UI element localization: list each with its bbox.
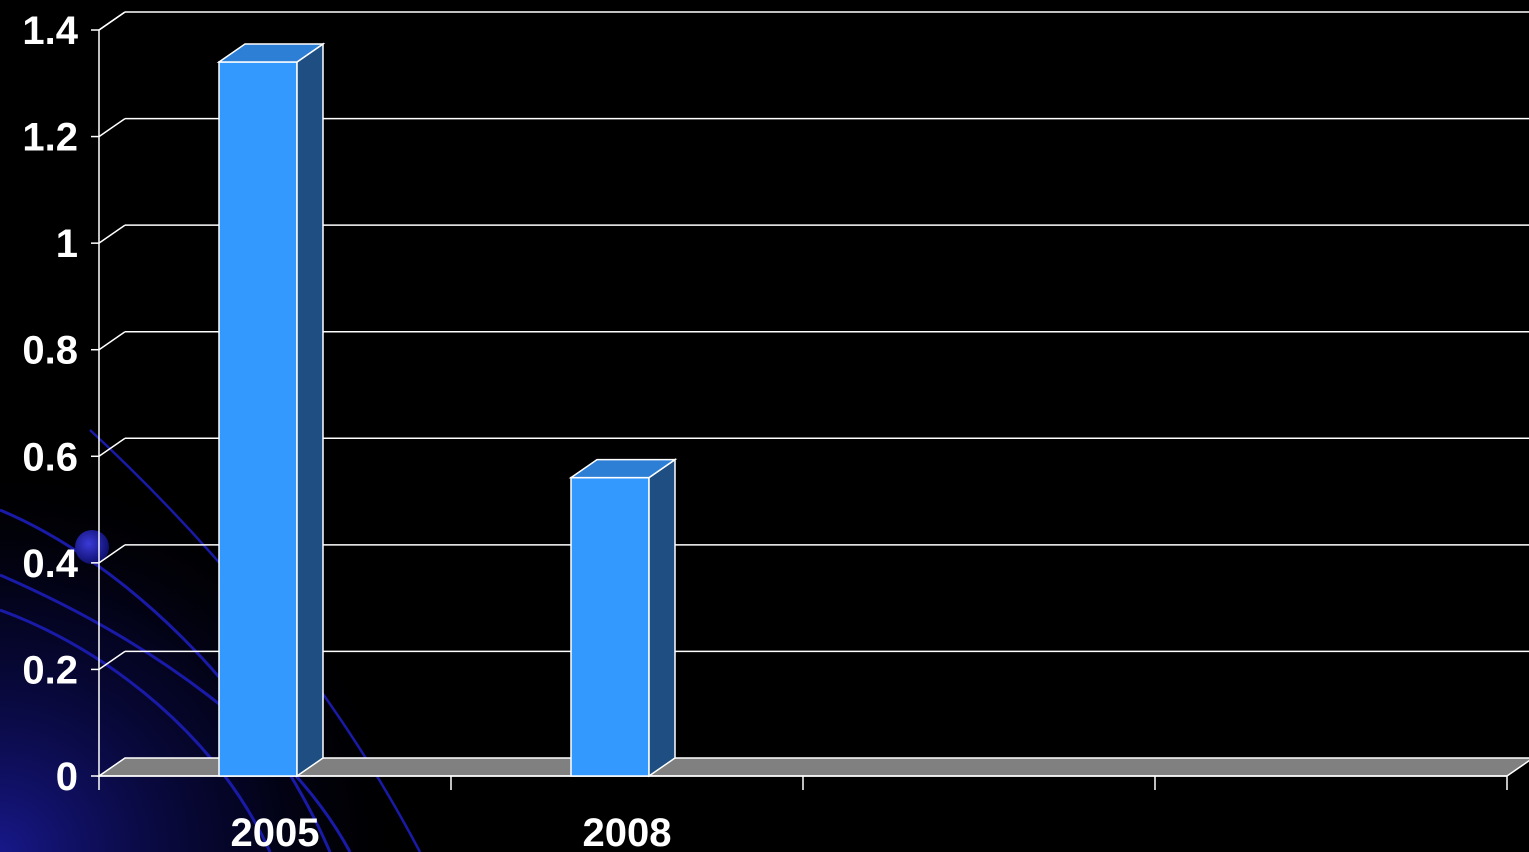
- axes: [91, 11, 1508, 790]
- gridline-diagonal: [98, 117, 126, 138]
- gridline-diagonal: [98, 437, 126, 457]
- gridline-diagonal: [98, 650, 126, 671]
- bar-side: [648, 458, 676, 778]
- y-tick-label: 0.4: [22, 542, 78, 586]
- bar-side: [296, 42, 324, 778]
- y-tick-label: 1.4: [22, 9, 78, 53]
- bar-top: [568, 458, 678, 479]
- bar-front: [218, 61, 298, 777]
- bar-top: [216, 43, 326, 63]
- y-tick-label: 0.8: [22, 329, 78, 373]
- gridline-diagonal: [98, 224, 126, 244]
- y-tick-label: 0.2: [22, 648, 78, 692]
- bar-front: [570, 476, 650, 777]
- y-tick-label: 1: [56, 222, 78, 266]
- bar-2008: [568, 458, 678, 778]
- x-tick-labels: 2005 2008: [231, 811, 672, 852]
- x-tick-label: 2008: [583, 811, 672, 852]
- bar-2005: [216, 42, 326, 778]
- gridline-diagonal: [98, 331, 126, 351]
- y-axis-top: [98, 11, 126, 31]
- gridline-diagonal: [98, 544, 126, 564]
- y-tick-label: 0: [56, 755, 78, 799]
- y-tick-label: 1.2: [22, 116, 78, 160]
- y-tick-labels: 0 0.2 0.4 0.6 0.8 1 1.2 1.4: [22, 9, 78, 799]
- y-tick-label: 0.6: [22, 435, 78, 479]
- gridlines: [98, 11, 1529, 671]
- x-tick-label: 2005: [231, 811, 320, 852]
- bars: [216, 42, 678, 778]
